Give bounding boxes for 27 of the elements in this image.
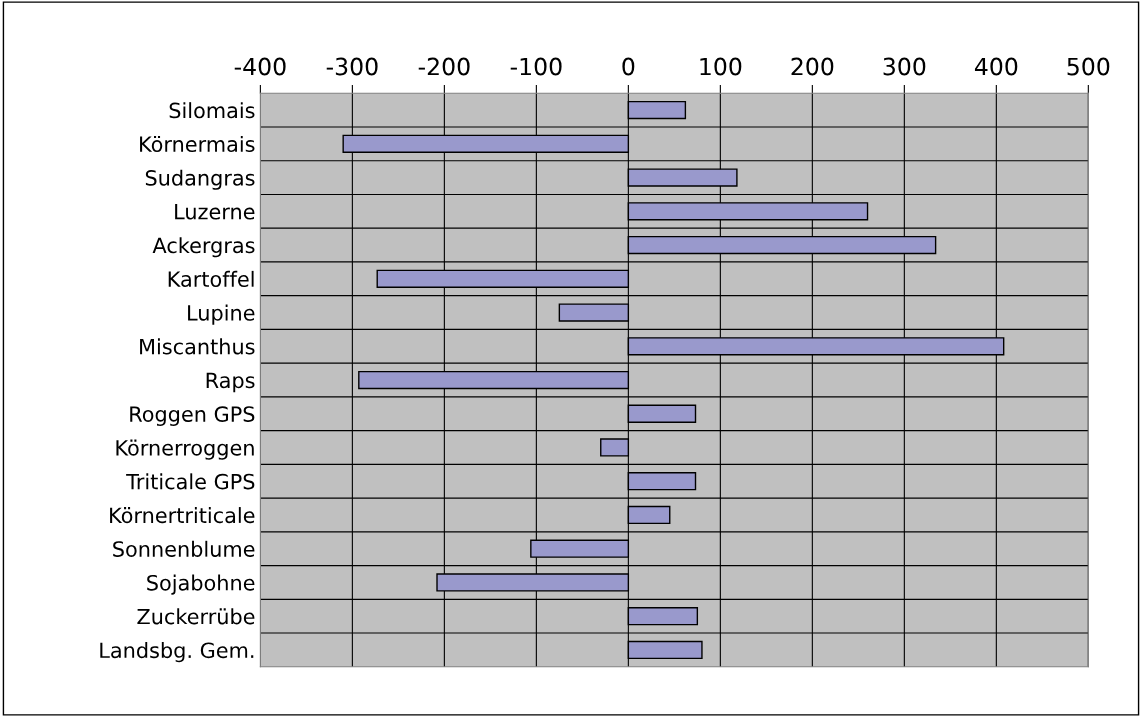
y-tick-label: Landsbg. Gem. <box>100 642 254 663</box>
x-tick-label: 300 <box>883 57 926 76</box>
y-tick-label: Sojabohne <box>147 574 255 595</box>
x-tick-label: -400 <box>234 57 286 76</box>
y-tick-label: Kartoffel <box>168 270 254 287</box>
x-tick-label: 100 <box>700 57 742 76</box>
y-tick-label: Zuckerrübe <box>137 608 255 625</box>
y-tick-label: Lupine <box>188 304 255 325</box>
x-tick-label: 0 <box>622 57 635 76</box>
x-tick-label: 200 <box>791 57 834 76</box>
y-tick-label: Roggen GPS <box>130 406 255 426</box>
x-tick-label: -300 <box>326 57 378 76</box>
y-tick-label: Silomais <box>169 102 255 119</box>
y-tick-label: Körnermais <box>140 135 255 153</box>
y-tick-label: Triticale GPS <box>126 473 255 490</box>
y-tick-label: Körnerroggen <box>116 439 254 460</box>
y-tick-label: Körnertriticale <box>110 507 255 524</box>
y-tick-label: Sudangras <box>145 169 255 190</box>
x-tick-label: 400 <box>974 57 1018 76</box>
y-tick-label: Sonnenblume <box>113 540 255 557</box>
y-tick-label: Ackergras <box>152 237 255 258</box>
x-tick-label: -200 <box>418 57 470 76</box>
x-tick-label: 500 <box>1067 57 1110 76</box>
y-tick-label: Miscanthus <box>140 338 255 355</box>
y-tick-label: Luzerne <box>175 204 255 220</box>
y-tick-label: Raps <box>206 372 255 393</box>
x-tick-label: -100 <box>510 57 562 76</box>
